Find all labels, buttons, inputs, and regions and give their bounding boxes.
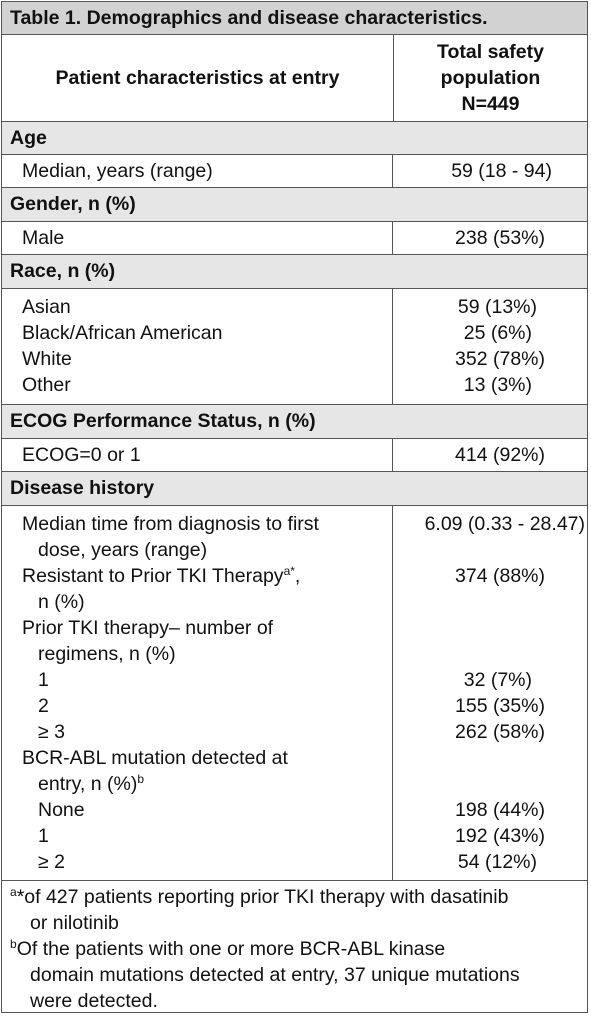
footnote-a: a*of 427 patients reporting prior TKI th… bbox=[10, 885, 509, 908]
row-value: 352 (78%) bbox=[455, 348, 545, 370]
section-gender: Gender, n (%) bbox=[2, 188, 587, 222]
footnote-b-continued: domain mutations detected at entry, 37 u… bbox=[30, 964, 520, 986]
table-row-group: Asian Black/African American White Other… bbox=[2, 289, 587, 405]
header-characteristics: Patient characteristics at entry bbox=[2, 35, 394, 121]
row-label: 1 bbox=[38, 825, 49, 847]
row-label: Asian bbox=[22, 296, 71, 318]
row-value: 13 (3%) bbox=[463, 374, 532, 396]
header-population-line: Total safety bbox=[437, 41, 544, 63]
row-label-continued: entry, n (%)b bbox=[38, 772, 145, 795]
row-label: Other bbox=[22, 374, 71, 396]
row-label: BCR-ABL mutation detected at bbox=[22, 747, 288, 769]
row-label: ≥ 3 bbox=[38, 721, 65, 743]
row-label: ECOG=0 or 1 bbox=[22, 444, 141, 466]
header-population: Total safety population N=449 bbox=[394, 35, 587, 121]
row-label: None bbox=[38, 799, 85, 821]
footnote-a-continued: or nilotinib bbox=[30, 912, 119, 934]
row-label: 2 bbox=[38, 695, 49, 717]
row-value: 59 (13%) bbox=[457, 296, 537, 318]
row-label-continued: dose, years (range) bbox=[38, 539, 208, 561]
section-disease-history: Disease history bbox=[2, 472, 587, 506]
section-race: Race, n (%) bbox=[2, 255, 587, 289]
row-value: 32 (7%) bbox=[463, 669, 532, 691]
section-ecog: ECOG Performance Status, n (%) bbox=[2, 405, 587, 439]
table-row: Male 238 (53%) bbox=[2, 222, 587, 255]
row-value: 54 (12%) bbox=[457, 851, 537, 873]
footnote-b-continued: were detected. bbox=[30, 990, 158, 1012]
table-title: Table 1. Demographics and disease charac… bbox=[2, 2, 587, 35]
row-value: 198 (44%) bbox=[455, 799, 545, 821]
row-label: ≥ 2 bbox=[38, 851, 65, 873]
table-row-group: Median time from diagnosis to first dose… bbox=[2, 506, 587, 881]
row-label: Median time from diagnosis to first bbox=[22, 513, 319, 535]
row-label: Prior TKI therapy– number of bbox=[22, 617, 274, 639]
table-header: Patient characteristics at entry Total s… bbox=[2, 35, 587, 122]
row-value: 155 (35%) bbox=[455, 695, 545, 717]
row-label-continued: n (%) bbox=[38, 591, 85, 613]
row-label: Black/African American bbox=[22, 322, 223, 344]
row-label: Resistant to Prior TKI Therapya*, bbox=[22, 564, 301, 587]
row-value: 25 (6%) bbox=[463, 322, 532, 344]
row-value: 262 (58%) bbox=[455, 721, 545, 743]
row-label: 1 bbox=[38, 669, 49, 691]
row-value: 414 (92%) bbox=[455, 444, 545, 466]
section-age: Age bbox=[2, 122, 587, 155]
row-label-continued: regimens, n (%) bbox=[38, 643, 176, 665]
footnote-b: bOf the patients with one or more BCR-AB… bbox=[10, 937, 446, 960]
row-value: 238 (53%) bbox=[455, 227, 545, 249]
table-row: ECOG=0 or 1 414 (92%) bbox=[2, 439, 587, 472]
header-population-line: population bbox=[440, 67, 541, 89]
row-label: Male bbox=[22, 227, 65, 249]
row-value: 374 (88%) bbox=[455, 565, 545, 587]
header-population-line: N=449 bbox=[461, 93, 520, 115]
row-value: 6.09 (0.33 - 28.47) bbox=[424, 513, 585, 535]
table-row: Median, years (range) 59 (18 - 94) bbox=[2, 155, 587, 188]
footnotes: a*of 427 patients reporting prior TKI th… bbox=[2, 881, 587, 1014]
row-label: White bbox=[22, 348, 72, 370]
row-label: Median, years (range) bbox=[22, 160, 213, 182]
row-value: 59 (18 - 94) bbox=[451, 160, 552, 182]
row-value: 192 (43%) bbox=[455, 825, 545, 847]
